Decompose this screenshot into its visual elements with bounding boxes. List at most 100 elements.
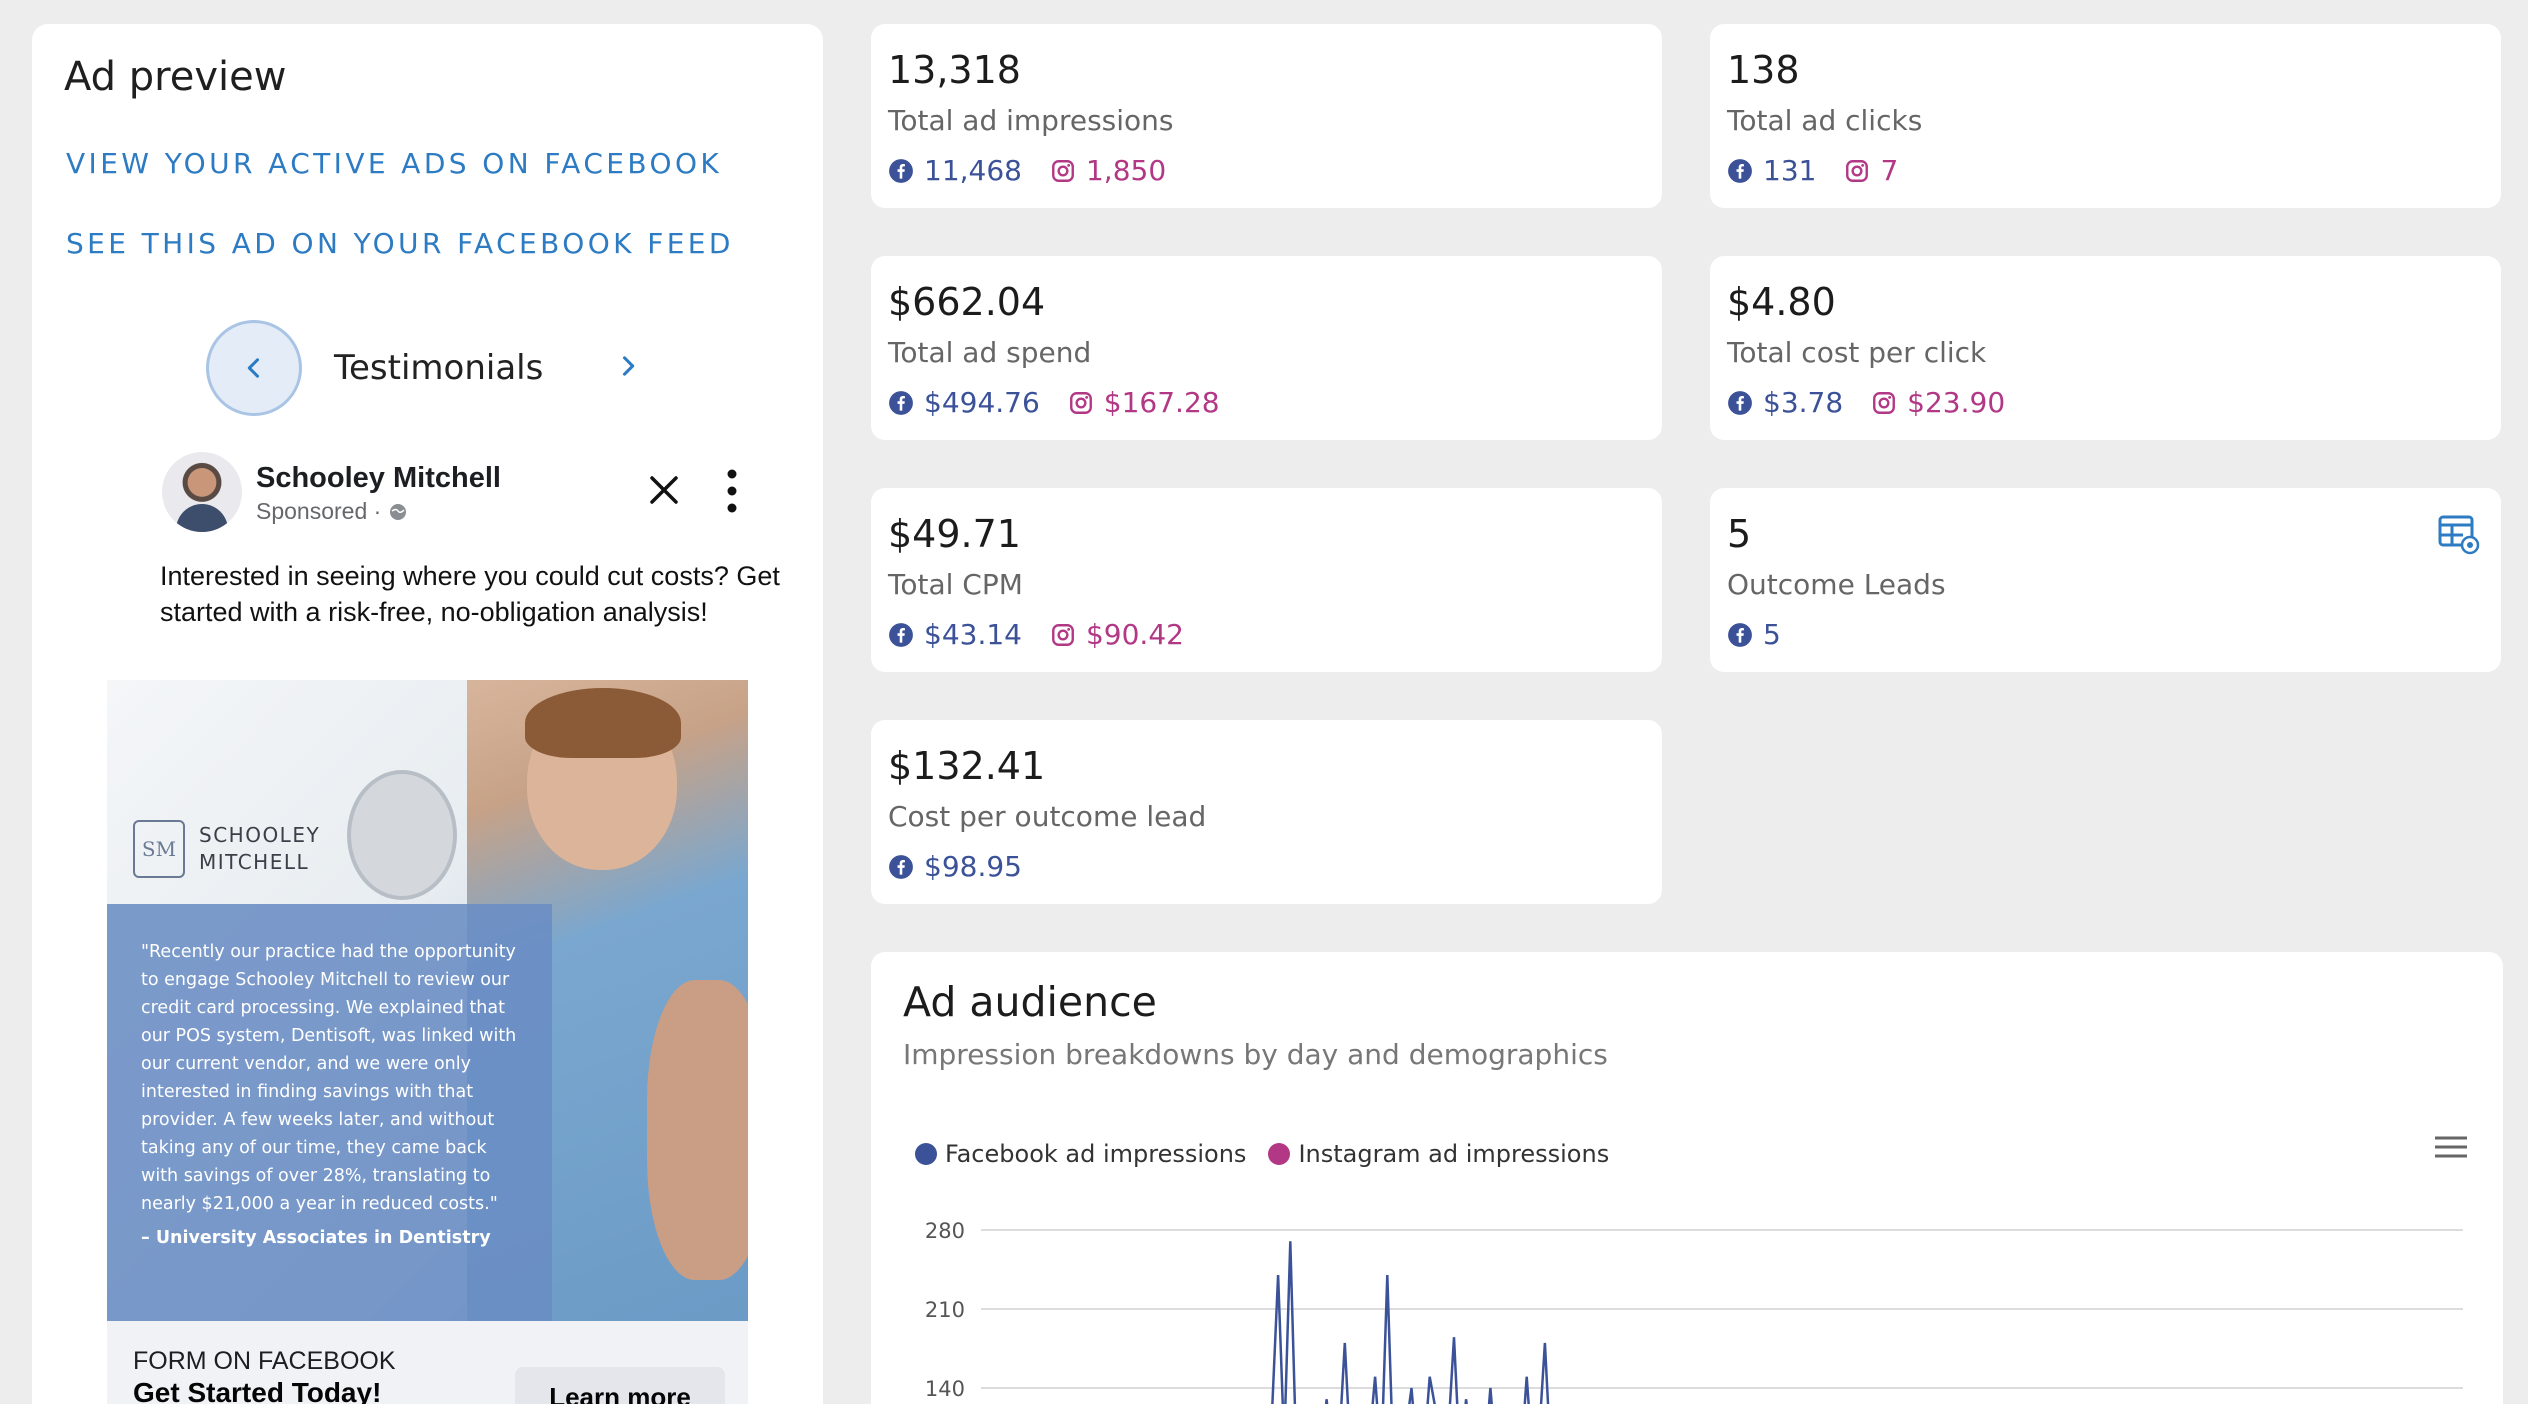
metric-value: $49.71 (888, 512, 1021, 556)
y-tick-label: 280 (925, 1219, 965, 1243)
metric-card-cost-per-click: $4.80 Total cost per click $3.78 $23.90 (1710, 256, 2501, 440)
y-tick-label: 210 (925, 1298, 965, 1322)
testimonial-attribution: – University Associates in Dentistry (141, 1228, 491, 1248)
metric-value: 13,318 (888, 48, 1021, 92)
instagram-value: $23.90 (1907, 386, 2006, 419)
facebook-icon (1728, 158, 1752, 183)
metric-card-cost-per-lead: $132.41 Cost per outcome lead $98.95 (871, 720, 1662, 904)
metric-label: Total ad clicks (1727, 104, 1923, 137)
metric-label: Outcome Leads (1727, 568, 1946, 601)
metric-label: Total CPM (888, 568, 1023, 601)
cta-kicker: FORM ON FACEBOOK (133, 1347, 396, 1375)
metric-breakdown: 11,468 1,850 (888, 154, 1166, 187)
instagram-value: 7 (1880, 154, 1899, 187)
view-leads-table-icon[interactable] (2437, 512, 2481, 556)
instagram-value: 1,850 (1085, 154, 1167, 187)
instagram-value: $167.28 (1103, 386, 1220, 419)
metric-card-impressions: 13,318 Total ad impressions 11,468 1,850 (871, 24, 1662, 208)
facebook-icon (1728, 390, 1752, 415)
instagram-icon (1052, 159, 1074, 182)
testimonial-quote: "Recently our practice had the opportuni… (141, 942, 517, 1214)
metric-label: Total cost per click (1727, 336, 1987, 369)
chart-menu-icon[interactable] (2431, 1132, 2471, 1162)
image-dental-mirror (347, 770, 457, 900)
more-options-icon[interactable] (722, 466, 742, 516)
globe-icon (389, 504, 406, 520)
instagram-icon (1052, 623, 1074, 646)
fb-page-name: Schooley Mitchell (256, 462, 501, 494)
facebook-icon (1728, 622, 1752, 647)
facebook-value: 5 (1763, 618, 1781, 651)
impressions-line-chart: 280 210 140 (925, 1219, 2463, 1404)
facebook-value: $3.78 (1763, 386, 1844, 419)
carousel-next-button[interactable] (606, 344, 650, 388)
metric-value: $4.80 (1727, 280, 1836, 324)
facebook-value: 131 (1763, 154, 1817, 187)
instagram-icon (1069, 391, 1092, 414)
view-active-ads-link[interactable]: VIEW YOUR ACTIVE ADS ON FACEBOOK (66, 147, 723, 180)
instagram-icon (1846, 159, 1869, 182)
metric-value: $132.41 (888, 744, 1046, 788)
facebook-ad-mock: Schooley Mitchell Sponsored · Interested… (108, 448, 788, 627)
carousel-label: Testimonials (334, 348, 544, 388)
facebook-value: $98.95 (924, 850, 1022, 883)
series-line-facebook (1271, 1241, 1550, 1404)
metric-value: 5 (1727, 512, 1752, 556)
metric-label: Cost per outcome lead (888, 800, 1207, 833)
fb-sponsored-label: Sponsored · (256, 498, 408, 525)
facebook-icon (889, 158, 913, 183)
legend-label-instagram: Instagram ad impressions (1298, 1140, 1610, 1168)
metric-value: 138 (1727, 48, 1800, 92)
chevron-left-icon (247, 358, 260, 378)
sponsored-text: Sponsored · (256, 498, 388, 524)
facebook-value: 11,468 (924, 154, 1022, 187)
metric-breakdown: $43.14 $90.42 (888, 618, 1184, 651)
close-icon[interactable] (644, 470, 684, 510)
facebook-value: $43.14 (924, 618, 1022, 651)
logo-text: SCHOOLEY MITCHELL (199, 822, 320, 876)
metric-label: Total ad impressions (888, 104, 1174, 137)
schooley-mitchell-logo: SM SCHOOLEY MITCHELL (133, 820, 320, 878)
legend-dot-instagram (1268, 1143, 1291, 1165)
logo-mark: SM (133, 820, 185, 878)
testimonial-quote-box: "Recently our practice had the opportuni… (107, 904, 552, 1321)
image-hair (525, 688, 681, 758)
metric-breakdown: $494.76 $167.28 (888, 386, 1220, 419)
ad-cta-bar: FORM ON FACEBOOK Get Started Today! Lear… (107, 1321, 748, 1404)
see-ad-on-feed-link[interactable]: SEE THIS AD ON YOUR FACEBOOK FEED (66, 227, 734, 260)
legend-item-facebook[interactable]: Facebook ad impressions (915, 1140, 1246, 1168)
metric-value: $662.04 (888, 280, 1046, 324)
metric-breakdown: 131 7 (1727, 154, 1898, 187)
legend-item-instagram[interactable]: Instagram ad impressions (1268, 1140, 1609, 1168)
logo-line-2: MITCHELL (199, 850, 310, 874)
cta-headline: Get Started Today! (133, 1377, 382, 1404)
ad-audience-subtitle: Impression breakdowns by day and demogra… (903, 1038, 1608, 1071)
fb-ad-header: Schooley Mitchell Sponsored · (108, 448, 788, 544)
chevron-right-icon (622, 356, 635, 376)
ad-creative-image: SM SCHOOLEY MITCHELL "Recently our pract… (107, 680, 748, 1321)
ad-preview-title: Ad preview (64, 54, 287, 100)
metric-card-spend: $662.04 Total ad spend $494.76 $167.28 (871, 256, 1662, 440)
carousel-prev-button[interactable] (206, 320, 302, 416)
logo-line-1: SCHOOLEY (199, 823, 321, 847)
instagram-icon (1873, 391, 1896, 414)
facebook-icon (889, 390, 913, 415)
metric-card-clicks: 138 Total ad clicks 131 7 (1710, 24, 2501, 208)
legend-label-facebook: Facebook ad impressions (945, 1140, 1247, 1168)
metric-breakdown: 5 (1727, 618, 1809, 651)
image-patient (647, 980, 748, 1280)
ad-audience-panel: 280 210 140 Ad audience Impression breakdo… (871, 952, 2503, 1404)
metric-label: Total ad spend (888, 336, 1092, 369)
ad-carousel: Testimonials (206, 320, 666, 416)
chart-legend: Facebook ad impressions Instagram ad imp… (915, 1140, 1631, 1168)
learn-more-button[interactable]: Learn more (515, 1367, 725, 1404)
metric-breakdown: $98.95 (888, 850, 1050, 883)
facebook-value: $494.76 (924, 386, 1040, 419)
metric-card-cpm: $49.71 Total CPM $43.14 $90.42 (871, 488, 1662, 672)
instagram-value: $90.42 (1085, 618, 1184, 651)
facebook-icon (889, 854, 913, 879)
metric-card-outcome-leads: 5 Outcome Leads 5 (1710, 488, 2501, 672)
ad-preview-panel: Ad preview VIEW YOUR ACTIVE ADS ON FACEB… (32, 24, 823, 1404)
metric-breakdown: $3.78 $23.90 (1727, 386, 2005, 419)
ad-audience-title: Ad audience (903, 978, 1157, 1026)
